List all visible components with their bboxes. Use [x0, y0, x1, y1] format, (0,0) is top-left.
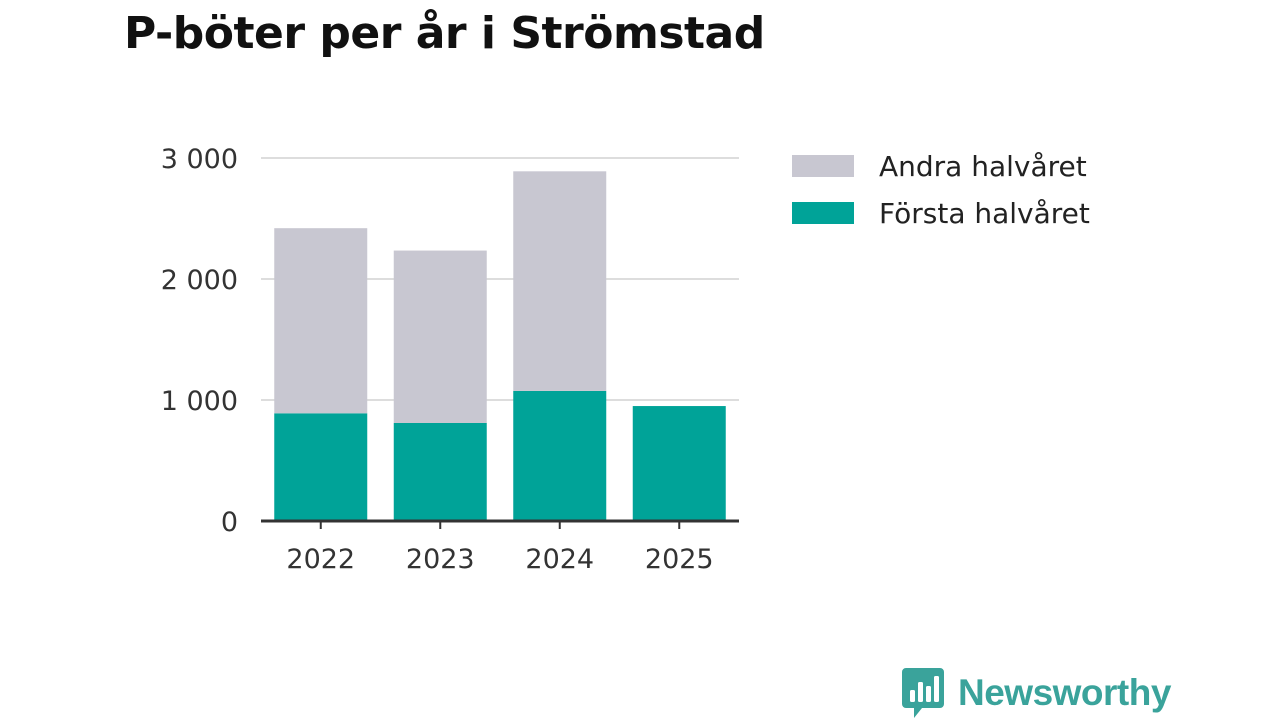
y-tick-label: 0 — [221, 507, 238, 538]
y-tick-label: 1 000 — [161, 386, 238, 417]
x-tick-label: 2022 — [286, 544, 355, 575]
legend-swatch — [792, 155, 854, 177]
legend-label: Andra halvåret — [879, 150, 1087, 183]
x-axis — [261, 519, 739, 529]
x-tick-label: 2023 — [406, 544, 475, 575]
bar-segment — [513, 171, 607, 391]
bar-segment — [393, 422, 487, 521]
bar-segment — [274, 228, 368, 414]
x-axis-labels: 2022 2023 2024 2025 — [286, 544, 713, 575]
y-axis-labels: 0 1 000 2 000 3 000 — [161, 144, 238, 538]
bar-segment — [513, 390, 607, 521]
brand-name: Newsworthy — [958, 672, 1171, 713]
newsworthy-logo-icon — [902, 668, 944, 718]
bar-segment — [393, 250, 487, 423]
x-tick-label: 2024 — [525, 544, 594, 575]
x-tick-label: 2025 — [645, 544, 714, 575]
y-tick-label: 3 000 — [161, 144, 238, 175]
bars — [274, 171, 726, 521]
y-tick-label: 2 000 — [161, 265, 238, 296]
legend-label: Första halvåret — [879, 197, 1090, 230]
stacked-bar-chart: 0 1 000 2 000 3 000 2022 2023 2024 2025 Andra … — [161, 144, 1090, 575]
bar-segment — [632, 406, 726, 521]
legend-swatch — [792, 202, 854, 224]
legend: Andra halvåret Första halvåret — [792, 150, 1090, 230]
brand-logo: Newsworthy — [902, 668, 1171, 718]
chart-title: P-böter per år i Strömstad — [124, 8, 765, 59]
bar-segment — [274, 413, 368, 521]
